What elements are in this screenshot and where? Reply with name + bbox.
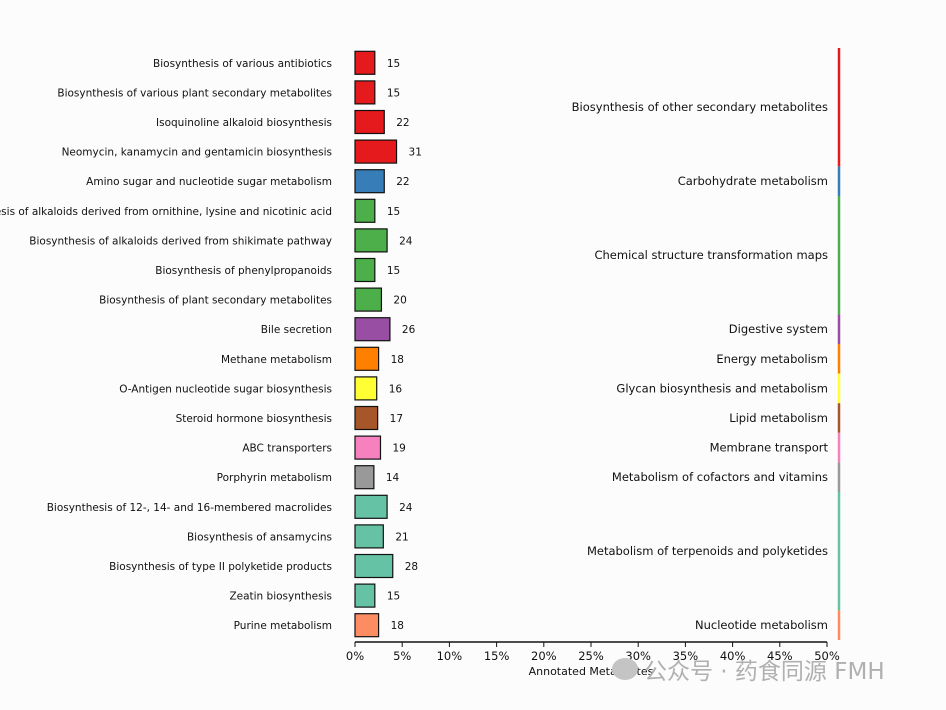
category-label: Biosynthesis of plant secondary metaboli… (99, 295, 332, 307)
bar (354, 494, 388, 519)
value-label: 22 (396, 117, 409, 129)
value-label: 15 (387, 58, 400, 70)
bar (354, 80, 376, 105)
category-label: Amino sugar and nucleotide sugar metabol… (86, 176, 332, 188)
x-tick-label: 0% (346, 649, 364, 663)
x-tick-label: 10% (437, 649, 463, 663)
value-label: 24 (399, 502, 413, 514)
bar (354, 435, 382, 460)
category-label: O-Antigen nucleotide sugar biosynthesis (119, 383, 332, 395)
value-label: 19 (392, 443, 405, 455)
bar (354, 553, 394, 579)
x-tick-label: 45% (767, 649, 793, 663)
class-label: Chemical structure transformation maps (594, 248, 828, 262)
category-label: Biosynthesis of alkaloids derived from s… (29, 235, 332, 247)
value-label: 28 (405, 561, 418, 573)
x-tick-label: 50% (814, 649, 840, 663)
class-label: Metabolism of terpenoids and polyketides (587, 544, 828, 558)
bar (354, 613, 380, 638)
class-label: Nucleotide metabolism (695, 618, 828, 632)
class-label: Membrane transport (710, 441, 829, 455)
category-label: Neomycin, kanamycin and gentamicin biosy… (62, 147, 332, 159)
x-tick-label: 25% (578, 649, 604, 663)
value-label: 15 (387, 87, 400, 99)
class-label: Metabolism of cofactors and vitamins (612, 470, 828, 484)
wechat-icon (612, 658, 638, 680)
category-label: Biosynthesis of ansamycins (187, 531, 332, 543)
value-label: 31 (409, 147, 422, 159)
bars-group (354, 50, 398, 638)
category-label: Bile secretion (261, 324, 332, 336)
bar (354, 317, 391, 342)
class-label: Energy metabolism (716, 352, 828, 366)
class-annotations-group: Biosynthesis of other secondary metaboli… (572, 48, 841, 640)
bar (354, 50, 376, 75)
class-label: Biosynthesis of other secondary metaboli… (572, 100, 828, 114)
category-label: Isoquinoline alkaloid biosynthesis (156, 117, 332, 129)
value-label: 16 (389, 383, 403, 395)
value-label: 21 (395, 531, 408, 543)
value-label: 22 (396, 176, 409, 188)
category-label: Biosynthesis of phenylpropanoids (155, 265, 332, 277)
bar (354, 257, 376, 283)
category-label: Biosynthesis of type II polyketide produ… (109, 561, 332, 573)
value-label: 14 (386, 472, 400, 484)
value-label: 20 (393, 295, 406, 307)
class-label: Glycan biosynthesis and metabolism (616, 381, 828, 395)
class-label: Lipid metabolism (729, 411, 828, 425)
class-label: Carbohydrate metabolism (678, 174, 828, 188)
bar (354, 139, 398, 164)
x-axis: 0% 5% 10% 15% 20% 25% 30% 35% 40% 45% 50% (346, 641, 840, 663)
value-label: 17 (390, 413, 403, 425)
value-label: 26 (402, 324, 416, 336)
bar (354, 169, 385, 194)
bar (354, 228, 388, 253)
value-label: 15 (387, 265, 400, 277)
value-label: 18 (391, 354, 404, 366)
watermark-text: 公众号 · 药食同源 FMH (644, 659, 885, 685)
category-label: Steroid hormone biosynthesis (176, 413, 332, 425)
x-tick-label: 40% (720, 649, 746, 663)
category-label: Biosynthesis of various plant secondary … (57, 87, 332, 99)
category-label: ABC transporters (242, 443, 332, 455)
category-labels-group: Biosynthesis of various antibiotics Biosy… (0, 58, 332, 632)
value-labels-group: 15 15 22 31 22 15 24 15 20 26 18 16 17 19 14 24 21 28 15 18 (386, 58, 422, 632)
bar (354, 405, 379, 431)
bar (354, 109, 385, 135)
category-label: Biosynthesis of alkaloids derived from o… (0, 206, 332, 218)
x-tick-label: 5% (393, 649, 411, 663)
category-label: Biosynthesis of 12-, 14- and 16-membered… (47, 502, 332, 514)
x-tick-label: 35% (673, 649, 699, 663)
value-label: 15 (387, 206, 400, 218)
category-label: Biosynthesis of various antibiotics (153, 58, 332, 70)
category-label: Porphyrin metabolism (217, 472, 332, 484)
bar (354, 376, 378, 401)
bar (354, 287, 383, 312)
value-label: 15 (387, 591, 400, 603)
x-tick-label: 20% (531, 649, 557, 663)
value-label: 24 (399, 235, 413, 247)
bar (354, 465, 375, 490)
category-label: Purine metabolism (234, 620, 332, 632)
x-tick-label: 15% (484, 649, 510, 663)
category-label: Methane metabolism (221, 354, 332, 366)
bar (354, 583, 376, 608)
bar (354, 198, 376, 223)
class-label: Digestive system (729, 322, 828, 336)
bar (354, 524, 384, 549)
watermark: 公众号 · 药食同源 FMH (612, 652, 885, 686)
bar (354, 346, 380, 371)
value-label: 18 (391, 620, 404, 632)
category-label: Zeatin biosynthesis (229, 591, 332, 603)
